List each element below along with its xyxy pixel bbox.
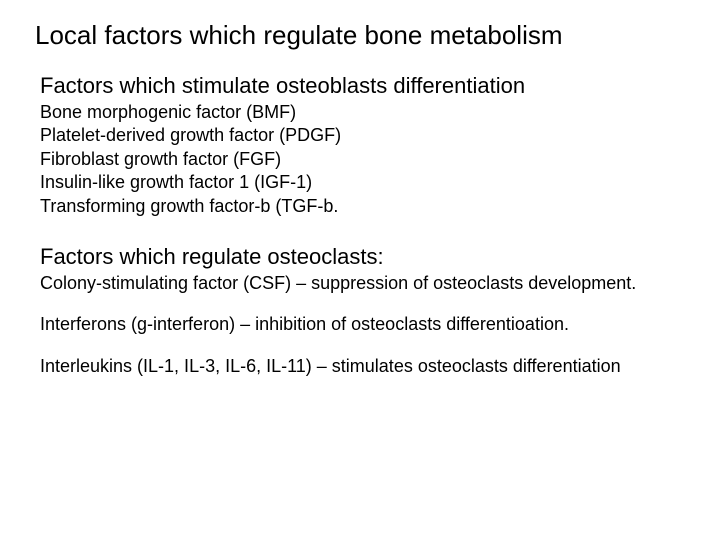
section1-item: Fibroblast growth factor (FGF) [40,148,680,171]
section1-item: Insulin-like growth factor 1 (IGF-1) [40,171,680,194]
section2-item: Colony-stimulating factor (CSF) – suppre… [40,272,680,295]
section1-item: Bone morphogenic factor (BMF) [40,101,680,124]
section1-heading: Factors which stimulate osteoblasts diff… [40,73,680,99]
section1-item: Transforming growth factor-b (TGF-b. [40,195,680,218]
section2-item: Interferons (g-interferon) – inhibition … [40,313,680,336]
page-title: Local factors which regulate bone metabo… [35,20,680,51]
section2-item: Interleukins (IL-1, IL-3, IL-6, IL-11) –… [40,355,680,378]
section2-heading: Factors which regulate osteoclasts: [40,244,680,270]
section1-item: Platelet-derived growth factor (PDGF) [40,124,680,147]
